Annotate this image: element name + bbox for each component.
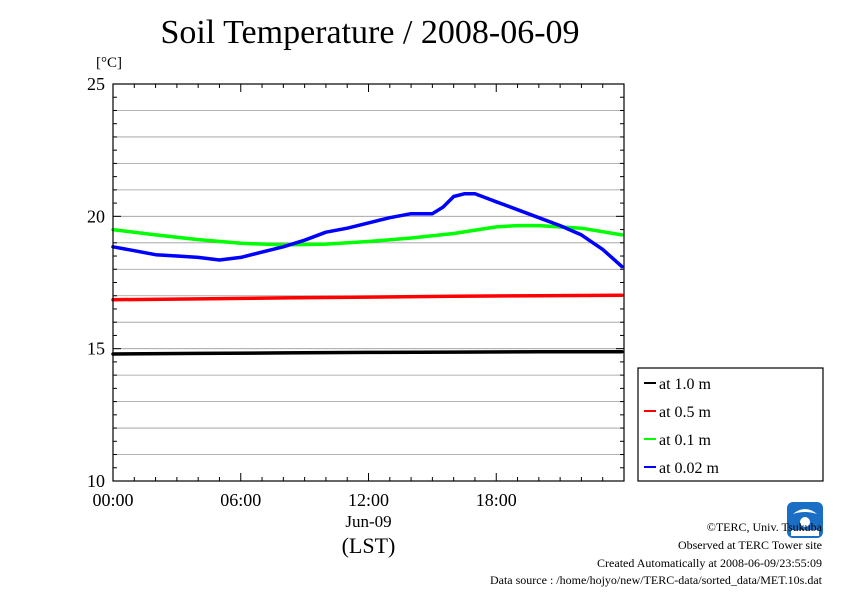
y-tick-label: 15 xyxy=(87,339,105,359)
series-line xyxy=(111,223,624,247)
credit-source: Data source : /home/hojyo/new/TERC-data/… xyxy=(489,573,822,587)
y-tick-label: 20 xyxy=(87,206,105,226)
x-tick-label: 06:00 xyxy=(220,490,261,510)
y-tick-label: 10 xyxy=(87,471,105,491)
series-line xyxy=(111,350,624,356)
grid-lines xyxy=(113,110,624,455)
x-tick-label: 12:00 xyxy=(348,490,389,510)
y-axis-unit-label: [°C] xyxy=(96,55,122,71)
x-tick-label: 00:00 xyxy=(92,490,133,510)
x-tick-label: 18:00 xyxy=(476,490,517,510)
credit-observed: Observed at TERC Tower site xyxy=(677,538,822,552)
x-axis-label: (LST) xyxy=(342,533,396,558)
y-tick-label: 25 xyxy=(87,74,105,94)
legend: at 1.0 m at 0.5 m at 0.1 m at 0.02 m xyxy=(637,367,824,482)
legend-label: at 0.1 m xyxy=(659,432,712,449)
legend-label: at 1.0 m xyxy=(659,376,712,393)
series-line xyxy=(111,293,624,302)
series-lines xyxy=(111,192,624,356)
date-label: Jun-09 xyxy=(345,512,391,531)
axis-ticks: 10 15 20 25 00:00 06:00 12:00 18:00 Jun-09 (LST) xyxy=(87,74,625,558)
chart-title: Soil Temperature / 2008-06-09 xyxy=(160,14,580,51)
legend-label: at 0.5 m xyxy=(659,404,712,421)
credit-copyright: ©TERC, Univ. Tsukuba xyxy=(706,520,822,534)
series-line xyxy=(111,192,624,269)
terc-logo xyxy=(785,500,825,540)
credit-created: Created Automatically at 2008-06-09/23:5… xyxy=(597,556,822,570)
plot-frame xyxy=(112,83,625,482)
legend-label: at 0.02 m xyxy=(659,460,720,477)
legend-box xyxy=(637,367,824,482)
